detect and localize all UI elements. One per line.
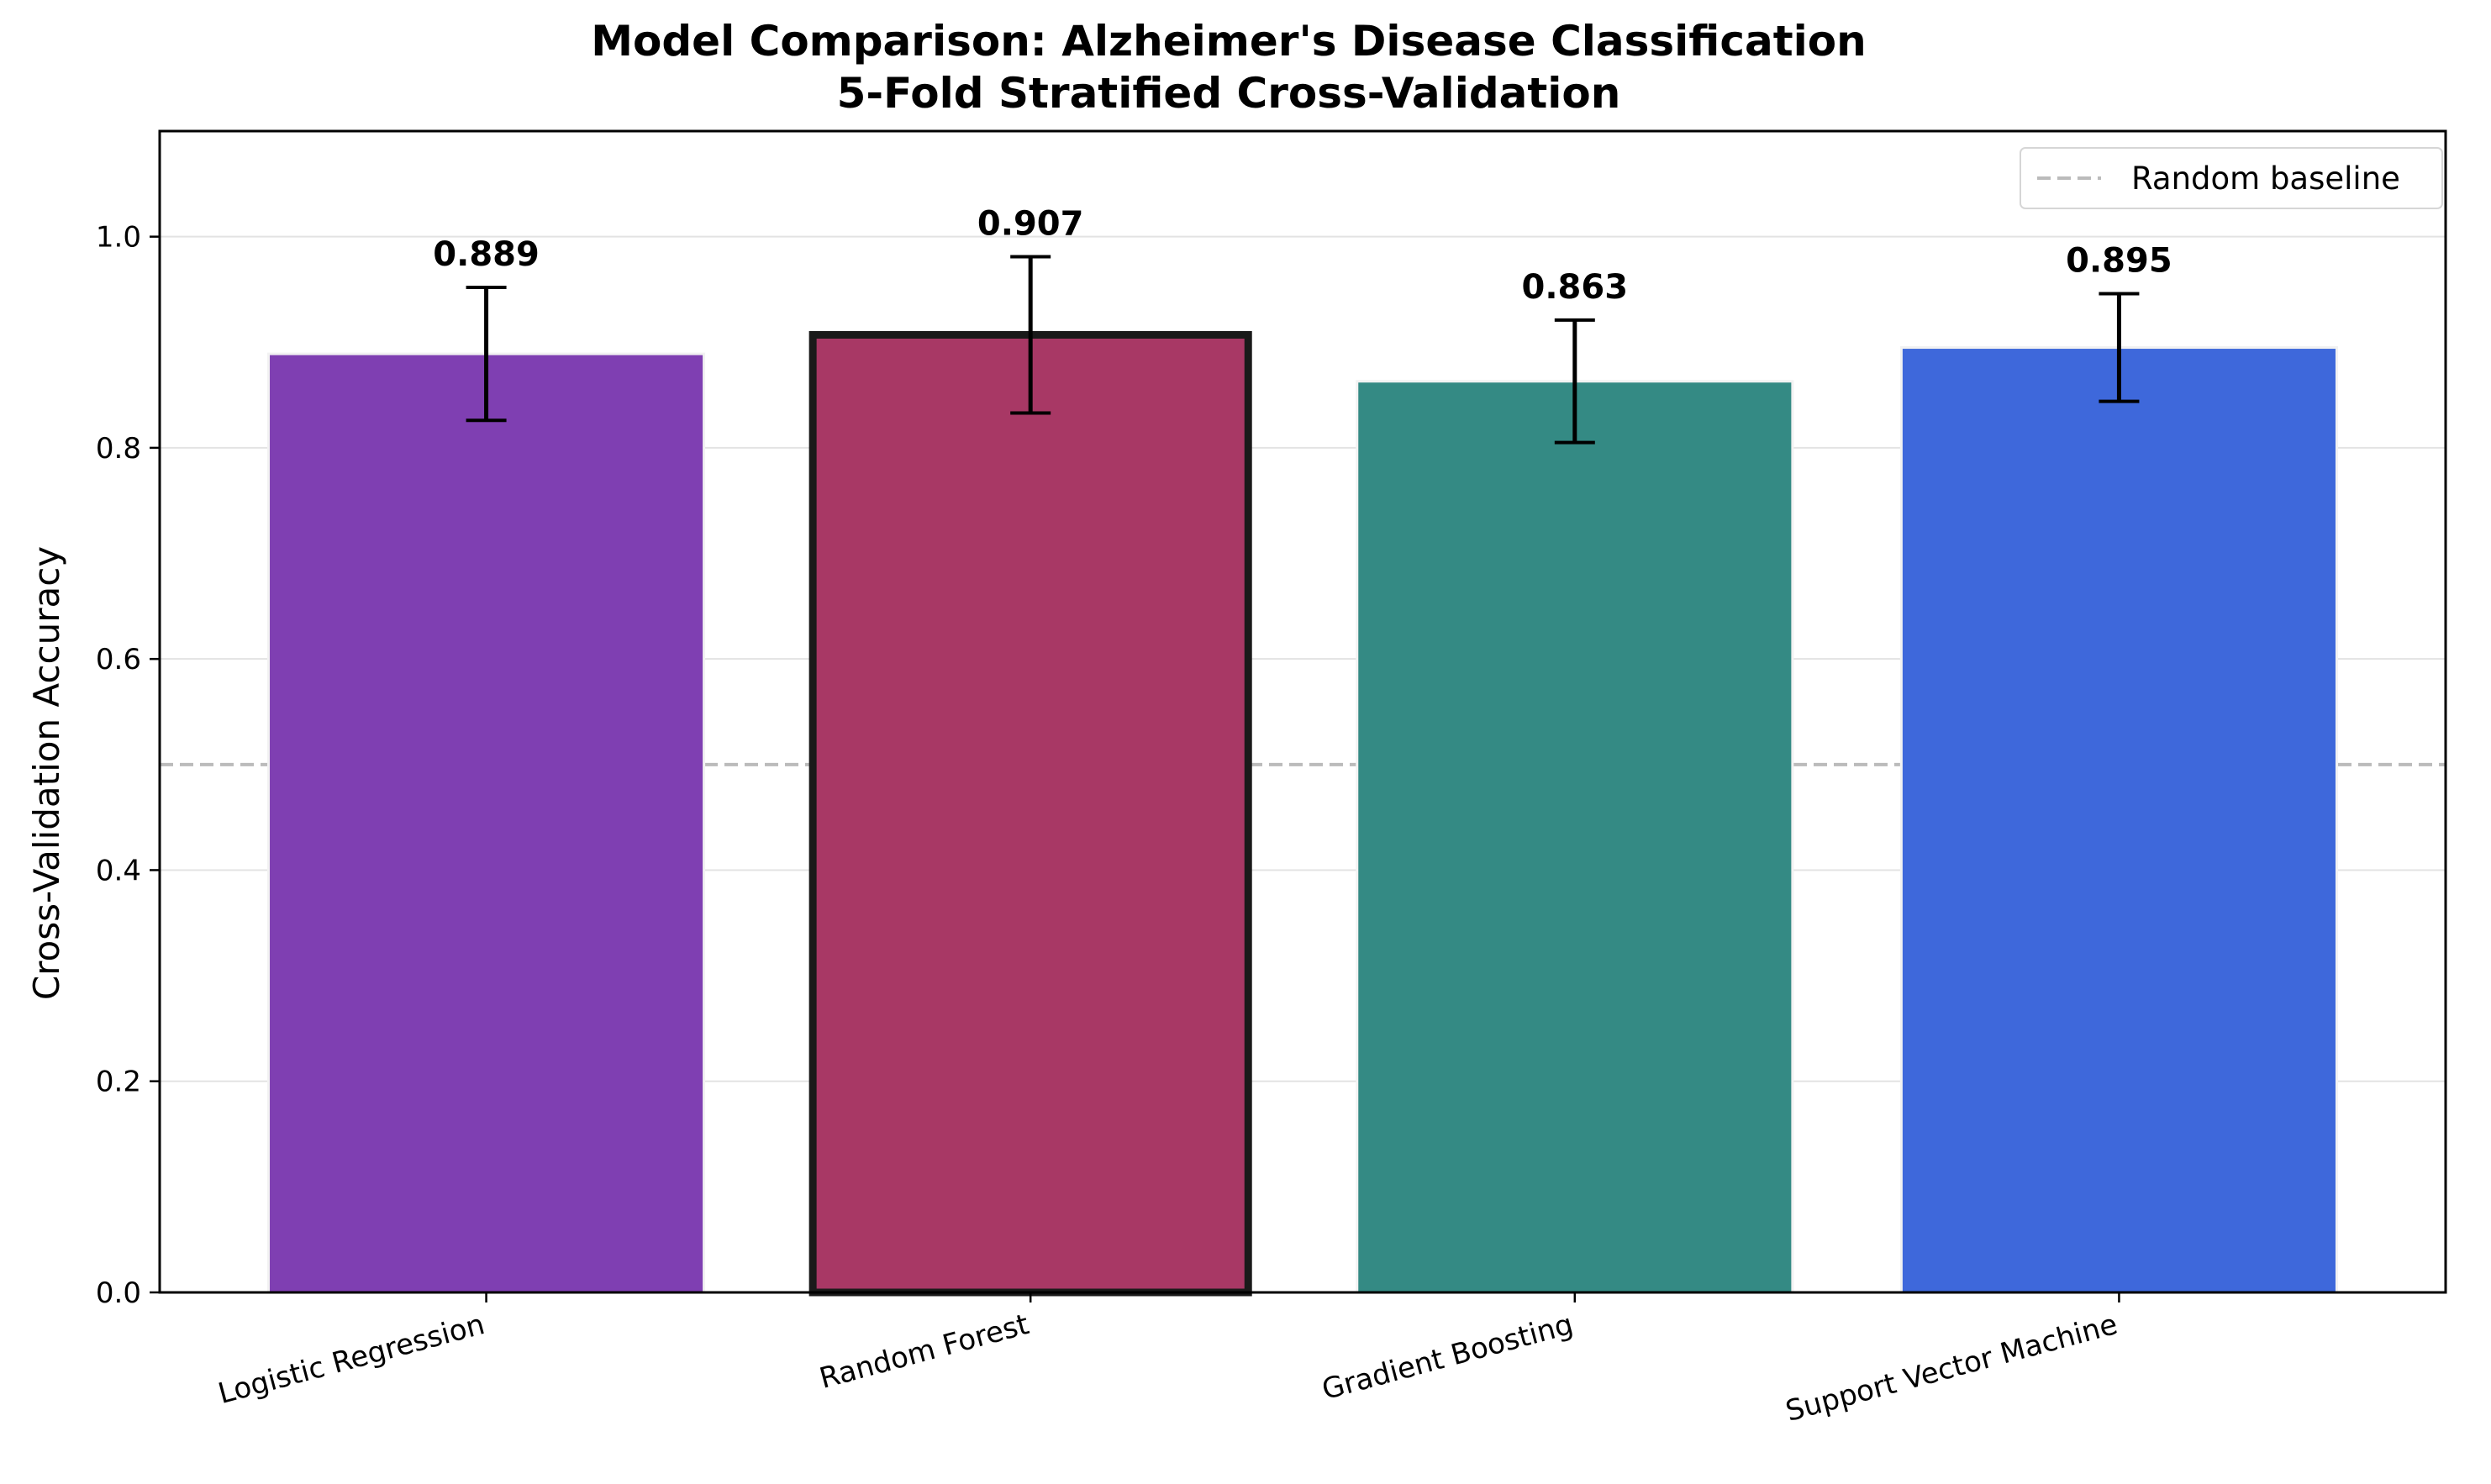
chart-subtitle: 5-Fold Stratified Cross-Validation xyxy=(837,69,1621,118)
legend-box xyxy=(2020,147,2443,209)
value-label: 0.895 xyxy=(2066,241,2172,280)
bar-gradient-boosting xyxy=(1356,380,1794,1294)
error-bars xyxy=(466,255,2140,445)
bar-logistic-regression xyxy=(267,352,706,1294)
x-tick-label: Random Forest xyxy=(816,1308,1033,1396)
bar-support-vector-machine xyxy=(1899,346,2338,1294)
value-labels: 0.889 0.907 0.863 0.895 xyxy=(433,205,2172,307)
value-label: 0.889 xyxy=(433,235,540,274)
y-tick-label: 0.2 xyxy=(96,1066,141,1099)
y-tick-label: 1.0 xyxy=(96,221,141,255)
value-label: 0.907 xyxy=(977,205,1084,244)
x-axis-ticks: Logistic Regression Random Forest Gradient… xyxy=(215,1292,2121,1429)
y-tick-label: 0.8 xyxy=(96,432,141,466)
chart-title: Model Comparison: Alzheimer's Disease Cl… xyxy=(591,17,1866,66)
y-tick-label: 0.0 xyxy=(96,1276,141,1310)
value-label: 0.863 xyxy=(1522,268,1629,307)
bar-random-forest xyxy=(808,330,1252,1297)
y-tick-label: 0.6 xyxy=(96,643,141,676)
legend: Random baseline xyxy=(2020,147,2443,209)
y-axis-label: Cross-Validation Accuracy xyxy=(26,546,67,1000)
x-tick-label: Logistic Regression xyxy=(215,1308,488,1411)
legend-baseline-label: Random baseline xyxy=(2131,161,2400,197)
bars xyxy=(267,330,2338,1297)
y-tick-label: 0.4 xyxy=(96,854,141,887)
y-axis-ticks: 0.0 0.2 0.4 0.6 0.8 1.0 xyxy=(96,221,160,1310)
x-tick-label: Support Vector Machine xyxy=(1783,1308,2121,1429)
x-tick-label: Gradient Boosting xyxy=(1319,1308,1577,1407)
plot-area-frame xyxy=(158,129,2447,1294)
